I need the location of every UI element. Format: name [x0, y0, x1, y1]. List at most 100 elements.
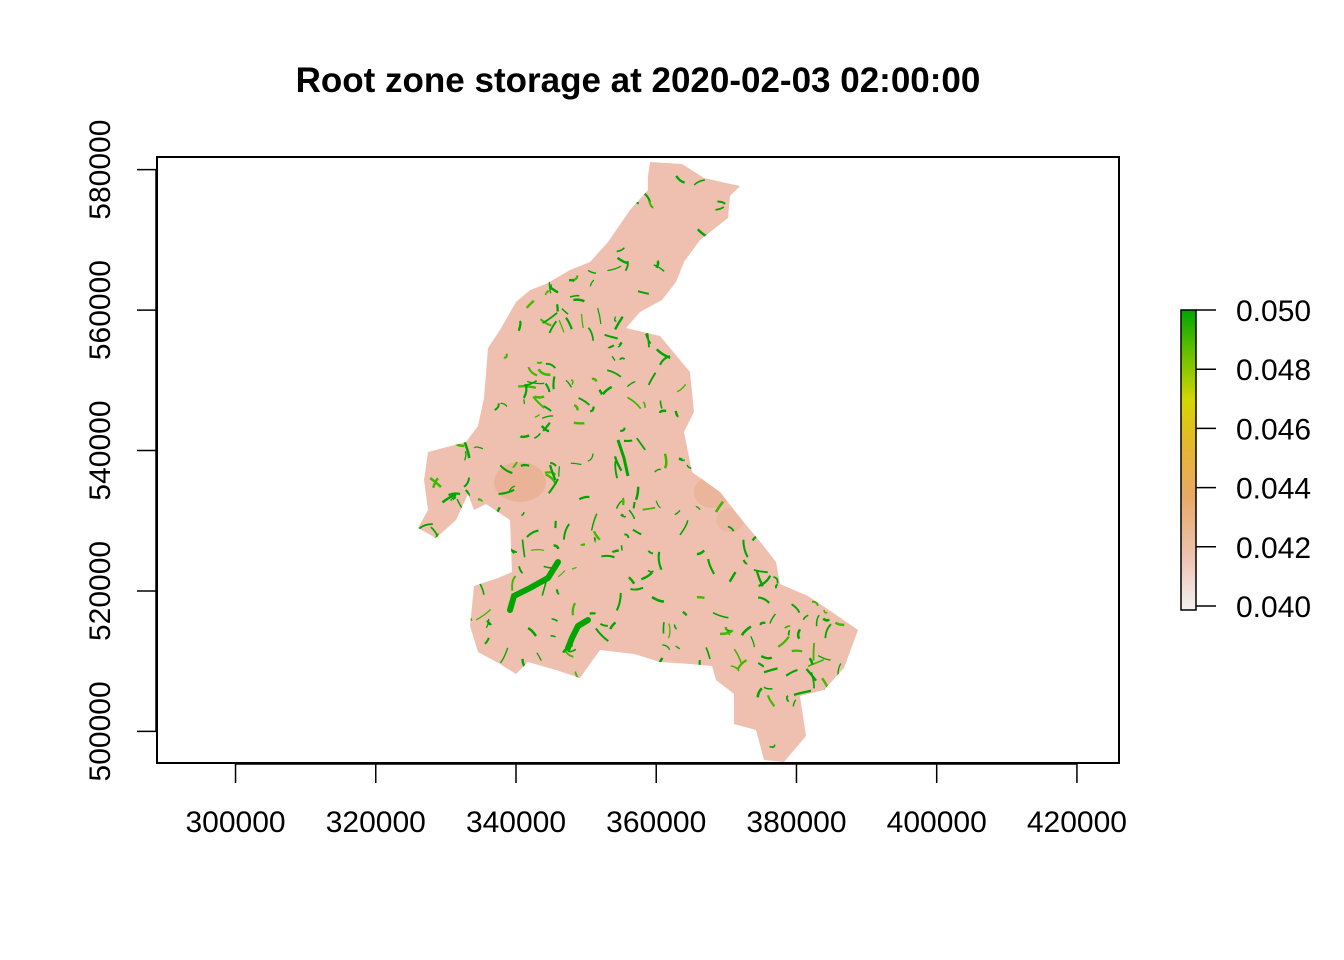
x-tick-label: 300000 [185, 806, 285, 839]
stream-segment [523, 160, 539, 169]
stream-segment [546, 267, 553, 270]
stream-segment [630, 752, 633, 758]
stream-segment [740, 224, 748, 226]
stream-segment [704, 467, 709, 480]
stream-segment [789, 521, 792, 537]
stream-segment [483, 553, 488, 562]
stream-segment [438, 373, 451, 383]
stream-segment [527, 242, 531, 245]
stream-segment [484, 548, 496, 555]
stream-segment [841, 294, 848, 301]
y-tick-label: 500000 [84, 681, 117, 781]
stream-segment [735, 435, 751, 442]
legend-ticks: 0.0400.0420.0440.0460.0480.050 [1196, 295, 1311, 624]
stream-segment [470, 293, 472, 298]
stream-segment [470, 375, 474, 392]
stream-segment [476, 377, 480, 384]
stream-segment [553, 376, 554, 389]
stream-segment [652, 741, 666, 742]
stream-segment [443, 331, 446, 336]
stream-segment [624, 440, 632, 441]
stream-segment [494, 711, 499, 714]
stream-segment [557, 304, 558, 311]
stream-segment [544, 211, 554, 212]
stream-segment [824, 749, 829, 753]
stream-segment [706, 388, 709, 396]
stream-segment [819, 468, 826, 483]
stream-segment [609, 676, 621, 683]
stream-segment [780, 370, 793, 373]
stream-segment [802, 428, 805, 440]
stream-segment [541, 185, 544, 193]
stream-segment [776, 554, 780, 556]
x-tick-label: 420000 [1027, 806, 1127, 839]
stream-segment [752, 487, 758, 488]
stream-segment [436, 210, 447, 212]
stream-segment [569, 280, 574, 281]
stream-segment [803, 375, 810, 378]
stream-segment [441, 302, 454, 313]
stream-segment [732, 406, 741, 408]
stream-segment [722, 260, 729, 275]
stream-segment [623, 200, 639, 204]
stream-segment [809, 225, 821, 235]
stream-segment [800, 197, 805, 199]
stream-segment [818, 371, 830, 375]
stream-segment [440, 188, 453, 196]
stream-segment [432, 275, 441, 277]
stream-segment [673, 696, 682, 708]
stream-segment [701, 760, 702, 774]
stream-segment [826, 426, 828, 434]
stream-segment [797, 565, 799, 576]
stream-segment [779, 172, 786, 178]
stream-segment [457, 289, 461, 295]
stream-segment [475, 187, 476, 203]
stream-segment [799, 409, 800, 421]
stream-segment [572, 189, 583, 199]
stream-segment [465, 177, 473, 193]
stream-segment [453, 180, 463, 189]
stream-segment [572, 165, 577, 177]
x-tick-label: 380000 [746, 806, 846, 839]
stream-segment [674, 291, 680, 301]
stream-segment [620, 187, 628, 189]
stream-segment [754, 284, 756, 293]
stream-segment [836, 504, 841, 506]
stream-segment [847, 546, 861, 555]
stream-segment [787, 308, 797, 311]
stream-segment [791, 468, 808, 474]
stream-segment [452, 214, 454, 229]
stream-segment [731, 163, 746, 168]
stream-segment [793, 367, 795, 371]
y-axis: 500000520000540000560000580000 [84, 120, 157, 782]
stream-segment [428, 695, 429, 711]
stream-segment [450, 395, 457, 411]
stream-segment [430, 732, 440, 737]
stream-segment [786, 301, 791, 306]
stream-segment [436, 732, 451, 738]
stream-segment [441, 220, 456, 225]
stream-segment [726, 286, 737, 290]
stream-segment [486, 572, 490, 578]
stream-segment [446, 620, 447, 630]
stream-segment [857, 647, 863, 654]
stream-segment [540, 727, 544, 742]
stream-segment [464, 348, 470, 350]
stream-segment [802, 351, 804, 362]
stream-segment [822, 368, 827, 382]
stream-segment [697, 597, 705, 598]
stream-segment [709, 454, 724, 456]
stream-segment [804, 542, 807, 551]
stream-segment [550, 285, 551, 290]
stream-segment [735, 740, 745, 750]
stream-segment [448, 271, 449, 284]
dry-zone [694, 476, 730, 508]
stream-segment [656, 261, 658, 268]
stream-segment [608, 743, 622, 744]
stream-segment [421, 554, 429, 555]
stream-segment [554, 268, 557, 273]
stream-segment [666, 671, 675, 674]
stream-segment [629, 175, 636, 178]
stream-segment [850, 611, 864, 620]
